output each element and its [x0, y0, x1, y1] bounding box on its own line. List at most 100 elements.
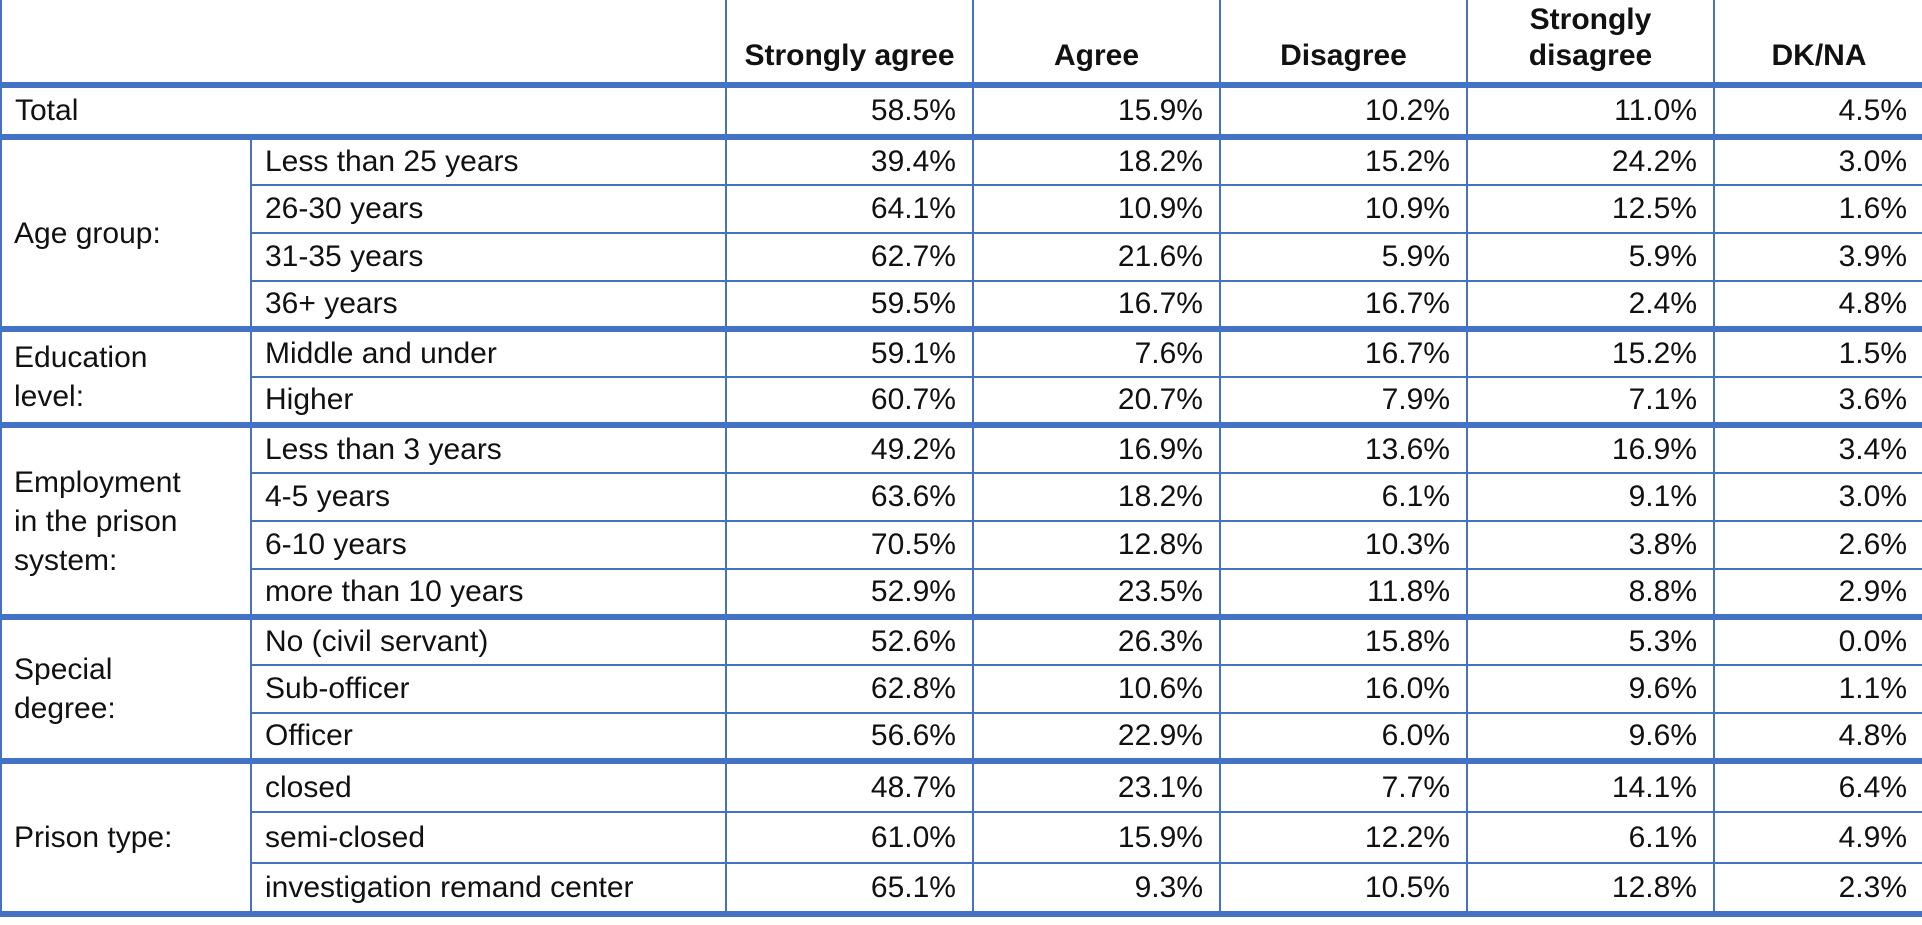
value-cell: 7.1%	[1466, 376, 1715, 428]
row-label: Sub-officer	[250, 664, 727, 714]
value-cell: 5.3%	[1466, 616, 1715, 666]
value-cell: 18.2%	[972, 472, 1221, 522]
row-label: Officer	[250, 712, 727, 764]
value-cell: 5.9%	[1219, 232, 1468, 282]
table-row: Sub-officer 62.8% 10.6% 16.0% 9.6% 1.1%	[1, 664, 1922, 714]
value-cell: 2.4%	[1466, 280, 1715, 332]
value-cell: 15.2%	[1219, 136, 1468, 186]
value-cell: 10.9%	[972, 184, 1221, 234]
table-row: Higher 60.7% 20.7% 7.9% 7.1% 3.6%	[1, 376, 1922, 428]
value-cell: 63.6%	[725, 472, 974, 522]
table-row: Prison type: closed 48.7% 23.1% 7.7% 14.…	[0, 760, 1922, 917]
value-cell: 10.9%	[1219, 184, 1468, 234]
value-cell: 59.1%	[725, 328, 974, 378]
value-cell: 7.9%	[1219, 376, 1468, 428]
group-label-age-group: Age group:	[0, 136, 252, 332]
column-header-dk-na: DK/NA	[1713, 0, 1922, 88]
column-header-disagree: Disagree	[1219, 0, 1468, 88]
value-cell: 52.6%	[725, 616, 974, 666]
value-cell: 6.1%	[1466, 811, 1715, 864]
value-cell: 2.6%	[1713, 520, 1922, 570]
value-cell: 10.6%	[972, 664, 1221, 714]
value-cell: 10.5%	[1219, 862, 1468, 917]
value-cell: 61.0%	[725, 811, 974, 864]
value-cell: 2.9%	[1713, 568, 1922, 620]
value-cell: 26.3%	[972, 616, 1221, 666]
value-cell: 7.7%	[1219, 760, 1468, 813]
value-cell: 16.0%	[1219, 664, 1468, 714]
row-label: 6-10 years	[250, 520, 727, 570]
value-cell: 0.0%	[1713, 616, 1922, 666]
value-cell: 13.6%	[1219, 424, 1468, 474]
value-cell: 6.1%	[1219, 472, 1468, 522]
total-label: Total	[0, 84, 727, 140]
value-cell: 12.2%	[1219, 811, 1468, 864]
value-cell: 62.8%	[725, 664, 974, 714]
value-cell: 3.8%	[1466, 520, 1715, 570]
value-cell: 6.0%	[1219, 712, 1468, 764]
row-label: Middle and under	[250, 328, 727, 378]
value-cell: 49.2%	[725, 424, 974, 474]
value-cell: 4.8%	[1713, 280, 1922, 332]
row-label: Higher	[250, 376, 727, 428]
value-cell: 7.6%	[972, 328, 1221, 378]
table-row: Officer 56.6% 22.9% 6.0% 9.6% 4.8%	[1, 712, 1922, 764]
corner-empty-cell	[0, 0, 727, 88]
value-cell: 16.7%	[1219, 280, 1468, 332]
row-label: 26-30 years	[250, 184, 727, 234]
column-header-agree: Agree	[972, 0, 1221, 88]
value-cell: 3.0%	[1713, 136, 1922, 186]
value-cell: 10.3%	[1219, 520, 1468, 570]
table-row: 36+ years 59.5% 16.7% 16.7% 2.4% 4.8%	[1, 280, 1922, 332]
row-label: Less than 3 years	[250, 424, 727, 474]
table-row: semi-closed 61.0% 15.9% 12.2% 6.1% 4.9%	[1, 811, 1922, 864]
value-cell: 12.8%	[972, 520, 1221, 570]
value-cell: 11.8%	[1219, 568, 1468, 620]
value-cell: 56.6%	[725, 712, 974, 764]
table-row: more than 10 years 52.9% 23.5% 11.8% 8.8…	[1, 568, 1922, 620]
group-label-special-degree: Special degree:	[0, 616, 252, 764]
total-value-strongly-disagree: 11.0%	[1466, 84, 1715, 140]
value-cell: 9.1%	[1466, 472, 1715, 522]
total-value-strongly-agree: 58.5%	[725, 84, 974, 140]
header-row: Strongly agree Agree Disagree Strongly d…	[0, 0, 1922, 88]
value-cell: 15.2%	[1466, 328, 1715, 378]
value-cell: 64.1%	[725, 184, 974, 234]
value-cell: 14.1%	[1466, 760, 1715, 813]
table-row: Special degree: No (civil servant) 52.6%…	[0, 616, 1922, 764]
value-cell: 8.8%	[1466, 568, 1715, 620]
value-cell: 16.9%	[972, 424, 1221, 474]
table-row: investigation remand center 65.1% 9.3% 1…	[1, 862, 1922, 917]
value-cell: 22.9%	[972, 712, 1221, 764]
row-label: Less than 25 years	[250, 136, 727, 186]
value-cell: 1.1%	[1713, 664, 1922, 714]
column-header-strongly-agree: Strongly agree	[725, 0, 974, 88]
value-cell: 48.7%	[725, 760, 974, 813]
table-row: Education level: Middle and under 59.1% …	[0, 328, 1922, 428]
total-row: Total 58.5% 15.9% 10.2% 11.0% 4.5%	[0, 84, 1922, 140]
row-label: 4-5 years	[250, 472, 727, 522]
value-cell: 9.6%	[1466, 664, 1715, 714]
value-cell: 24.2%	[1466, 136, 1715, 186]
table-row: Age group: Less than 25 years 39.4% 18.2…	[0, 136, 1922, 332]
row-label: semi-closed	[250, 811, 727, 864]
value-cell: 16.9%	[1466, 424, 1715, 474]
value-cell: 15.9%	[972, 811, 1221, 864]
value-cell: 3.4%	[1713, 424, 1922, 474]
row-label: No (civil servant)	[250, 616, 727, 666]
value-cell: 4.8%	[1713, 712, 1922, 764]
group-label-employment: Employment in the prison system:	[0, 424, 252, 620]
value-cell: 60.7%	[725, 376, 974, 428]
total-value-disagree: 10.2%	[1219, 84, 1468, 140]
value-cell: 5.9%	[1466, 232, 1715, 282]
row-label: 31-35 years	[250, 232, 727, 282]
value-cell: 3.6%	[1713, 376, 1922, 428]
table-row: 4-5 years 63.6% 18.2% 6.1% 9.1% 3.0%	[1, 472, 1922, 522]
value-cell: 21.6%	[972, 232, 1221, 282]
value-cell: 1.6%	[1713, 184, 1922, 234]
value-cell: 16.7%	[1219, 328, 1468, 378]
value-cell: 1.5%	[1713, 328, 1922, 378]
group-label-prison-type: Prison type:	[0, 760, 252, 917]
table-row: 26-30 years 64.1% 10.9% 10.9% 12.5% 1.6%	[1, 184, 1922, 234]
